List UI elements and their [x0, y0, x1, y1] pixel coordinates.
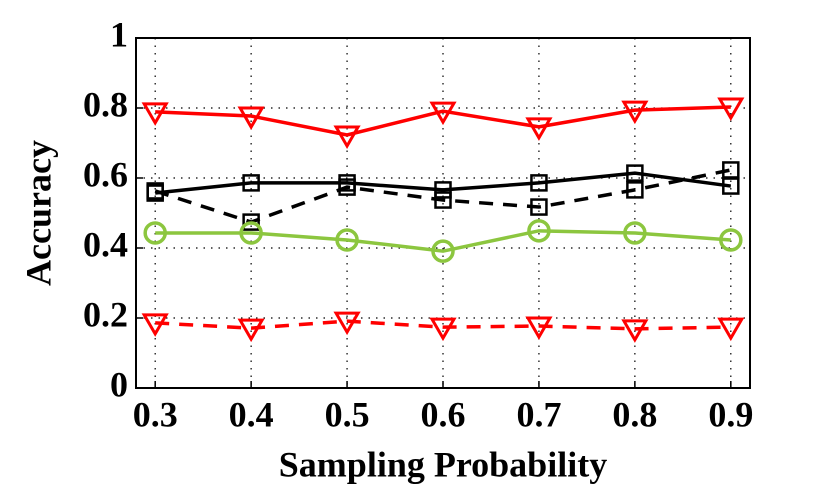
marker — [141, 102, 169, 126]
marker — [237, 318, 265, 343]
marker — [621, 100, 649, 125]
x-axis-label: Sampling Probability — [279, 444, 607, 484]
x-tick-label: 0.8 — [612, 394, 657, 434]
marker — [719, 228, 743, 252]
marker — [530, 198, 548, 216]
x-tick-label: 0.9 — [708, 394, 753, 434]
marker — [333, 125, 361, 149]
marker — [525, 316, 553, 341]
marker — [431, 239, 455, 263]
x-tick-label: 0.4 — [229, 394, 274, 434]
grid — [136, 37, 750, 389]
x-tick-label: 0.6 — [421, 394, 466, 434]
x-tick-label: 0.3 — [133, 394, 178, 434]
marker — [525, 117, 553, 141]
plot-frame — [135, 37, 751, 389]
marker — [717, 97, 745, 121]
y-tick-label: 0.2 — [83, 294, 128, 334]
marker — [333, 311, 361, 336]
series-line — [155, 105, 731, 137]
series-line — [155, 319, 731, 331]
marker — [626, 181, 644, 199]
marker — [434, 181, 452, 199]
y-tick-label: 0.8 — [83, 84, 128, 124]
marker — [623, 221, 647, 245]
marker — [143, 221, 167, 245]
marker — [626, 164, 644, 182]
y-tick-label: 0.4 — [83, 224, 128, 264]
y-tick-label: 0 — [110, 364, 128, 404]
tick-labels: 0 0.2 0.4 0.6 0.8 1 0.3 0.4 0.5 0.6 0.7 0.8 0.9 — [83, 14, 753, 434]
marker — [621, 319, 649, 343]
series-line — [155, 229, 731, 253]
marker — [717, 317, 745, 342]
series-line — [155, 171, 732, 195]
marker — [527, 219, 551, 243]
marker — [242, 213, 260, 231]
x-tick-label: 0.7 — [516, 394, 561, 434]
marker — [335, 228, 359, 252]
x-tick-label: 0.5 — [325, 394, 370, 434]
marker — [146, 182, 164, 200]
marker — [242, 174, 260, 192]
y-tick-label: 1 — [110, 14, 128, 54]
y-axis-label: Accuracy — [18, 140, 58, 286]
marker — [530, 174, 548, 192]
marker — [237, 106, 265, 131]
marker — [338, 178, 356, 196]
marker — [434, 191, 452, 209]
marker — [429, 317, 457, 342]
marker — [239, 221, 263, 245]
marker — [429, 101, 457, 126]
marker — [722, 161, 740, 179]
y-tick-label: 0.6 — [83, 154, 128, 194]
series-layer — [141, 97, 745, 343]
marker — [141, 313, 169, 337]
